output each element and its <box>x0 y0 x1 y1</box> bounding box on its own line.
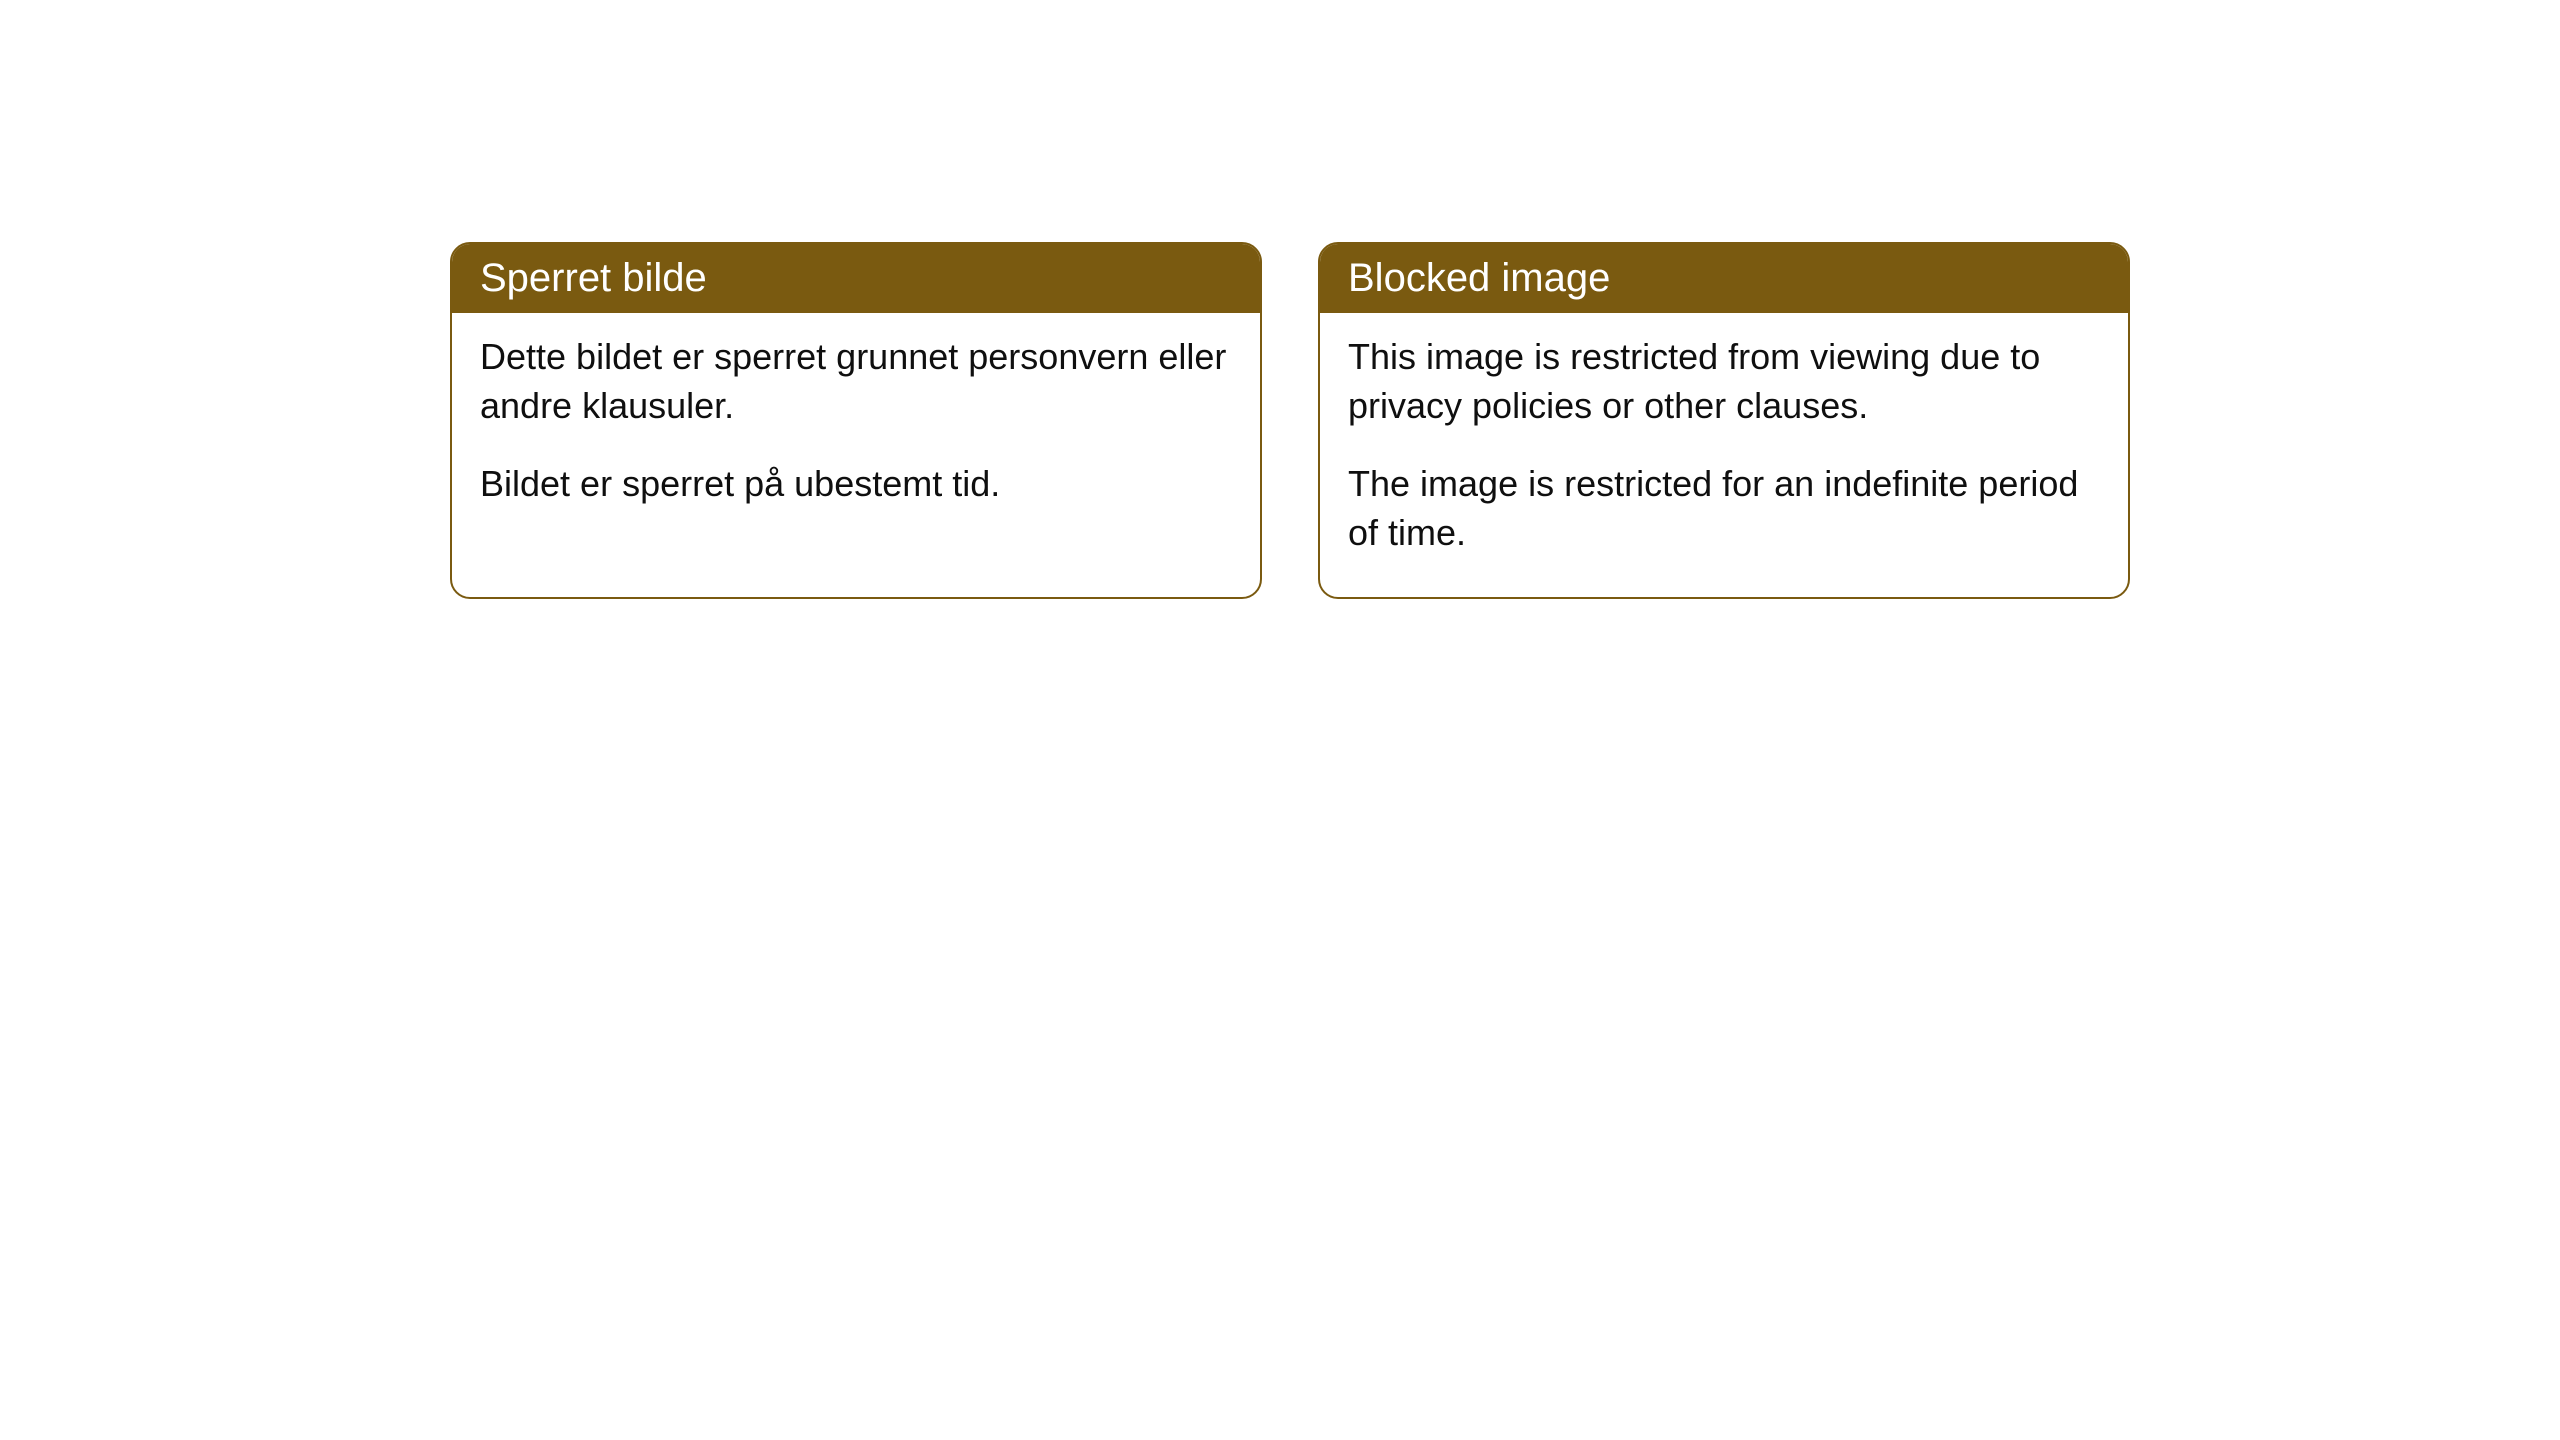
notice-card-norwegian: Sperret bilde Dette bildet er sperret gr… <box>450 242 1262 599</box>
card-title: Blocked image <box>1348 256 1610 300</box>
card-header: Sperret bilde <box>452 244 1260 313</box>
notice-cards-container: Sperret bilde Dette bildet er sperret gr… <box>450 242 2130 599</box>
card-body: This image is restricted from viewing du… <box>1320 313 2128 597</box>
notice-card-english: Blocked image This image is restricted f… <box>1318 242 2130 599</box>
card-title: Sperret bilde <box>480 256 707 300</box>
card-header: Blocked image <box>1320 244 2128 313</box>
card-paragraph: The image is restricted for an indefinit… <box>1348 460 2100 557</box>
card-paragraph: Dette bildet er sperret grunnet personve… <box>480 333 1232 430</box>
card-body: Dette bildet er sperret grunnet personve… <box>452 313 1260 549</box>
card-paragraph: Bildet er sperret på ubestemt tid. <box>480 460 1232 509</box>
card-paragraph: This image is restricted from viewing du… <box>1348 333 2100 430</box>
